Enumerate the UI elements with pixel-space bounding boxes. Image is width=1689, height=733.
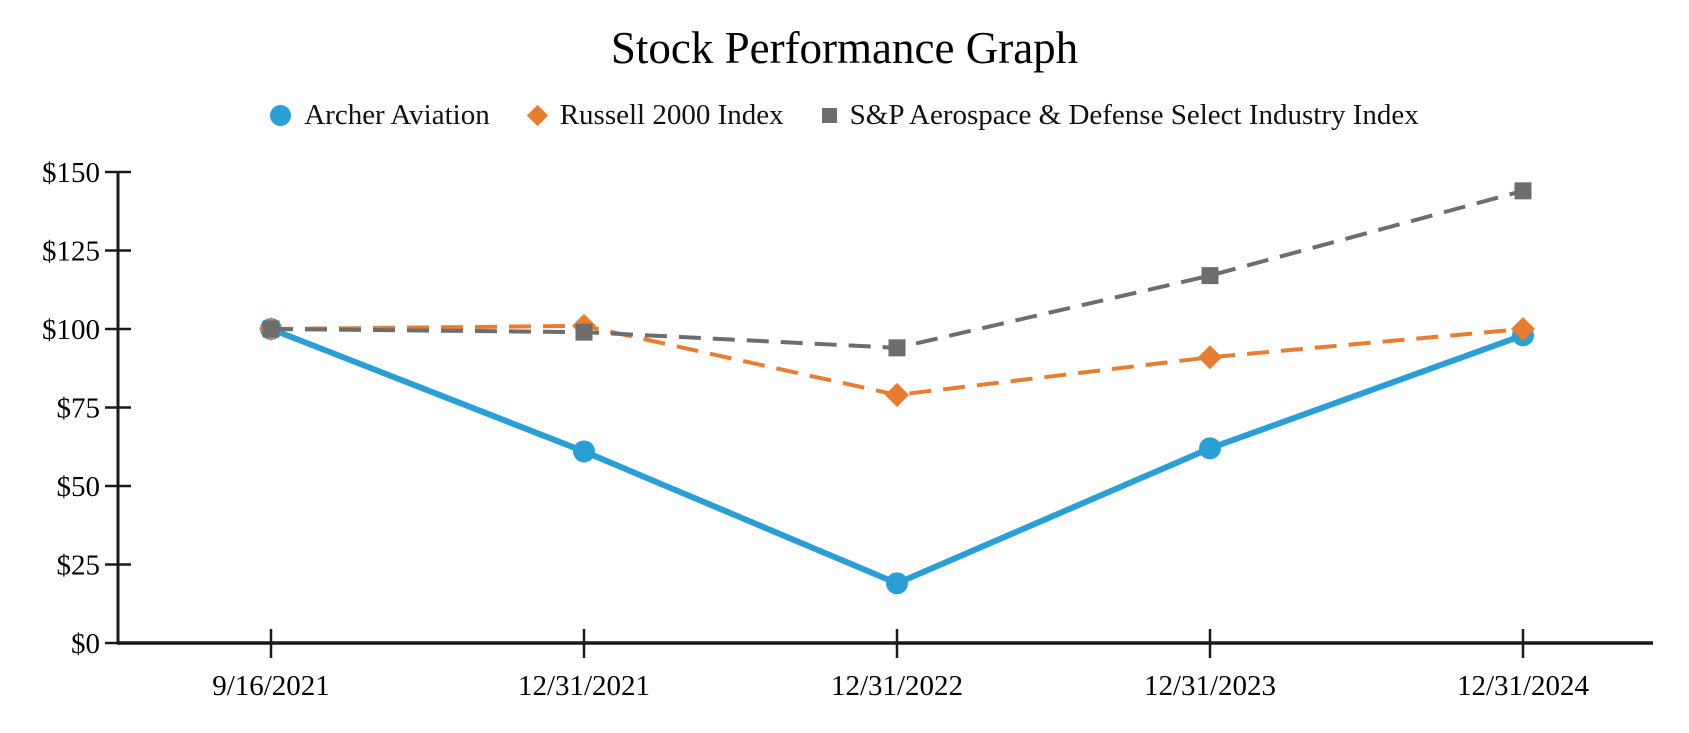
series-line-square: [270, 188, 1524, 350]
legend-item: S&P Aerospace & Defense Select Industry …: [821, 99, 1419, 132]
x-axis-tick-label: 12/31/2023: [1144, 670, 1276, 702]
series-marker-circle: [1199, 437, 1221, 460]
series-marker-square: [888, 339, 906, 357]
y-axis-tick-label: $0: [71, 628, 100, 660]
series-line-circle: [269, 326, 1525, 587]
chart-title: Stock Performance Graph: [610, 23, 1079, 73]
series-marker-circle: [886, 572, 908, 595]
series-marker-square: [1201, 267, 1219, 285]
series-marker-circle: [573, 440, 595, 463]
y-axis-tick-label: $150: [42, 157, 100, 189]
legend-square-icon: [821, 108, 837, 123]
y-axis-tick-label: $100: [42, 314, 100, 346]
x-axis-tick-label: 12/31/2024: [1457, 670, 1590, 702]
series-marker-diamond: [1197, 345, 1223, 370]
series-marker-diamond: [1510, 316, 1536, 342]
y-axis-tick-label: $50: [57, 471, 101, 503]
y-axis-tick-label: $125: [42, 236, 100, 268]
chart-legend: Archer Aviation Russell 2000 Index S&P Aer…: [0, 99, 1689, 132]
x-axis-tick-label: 9/16/2021: [212, 670, 330, 702]
x-axis-tick-label: 12/31/2021: [518, 670, 650, 702]
series-marker-square: [262, 320, 280, 338]
series-marker-square: [1514, 182, 1532, 200]
y-axis-tick-label: $75: [57, 393, 101, 425]
legend-item-label: Russell 2000 Index: [559, 99, 784, 131]
x-axis-tick-label: 12/31/2022: [831, 670, 963, 702]
legend-item-label: Archer Aviation: [304, 99, 490, 131]
y-axis-tick-label: $25: [57, 550, 101, 582]
series-marker-diamond: [884, 382, 910, 407]
series-marker-square: [575, 323, 593, 341]
legend-circle-icon: [270, 105, 292, 126]
legend-item: Archer Aviation: [270, 99, 490, 132]
legend-item-label: S&P Aerospace & Defense Select Industry …: [849, 99, 1419, 131]
legend-item: Russell 2000 Index: [526, 99, 784, 132]
